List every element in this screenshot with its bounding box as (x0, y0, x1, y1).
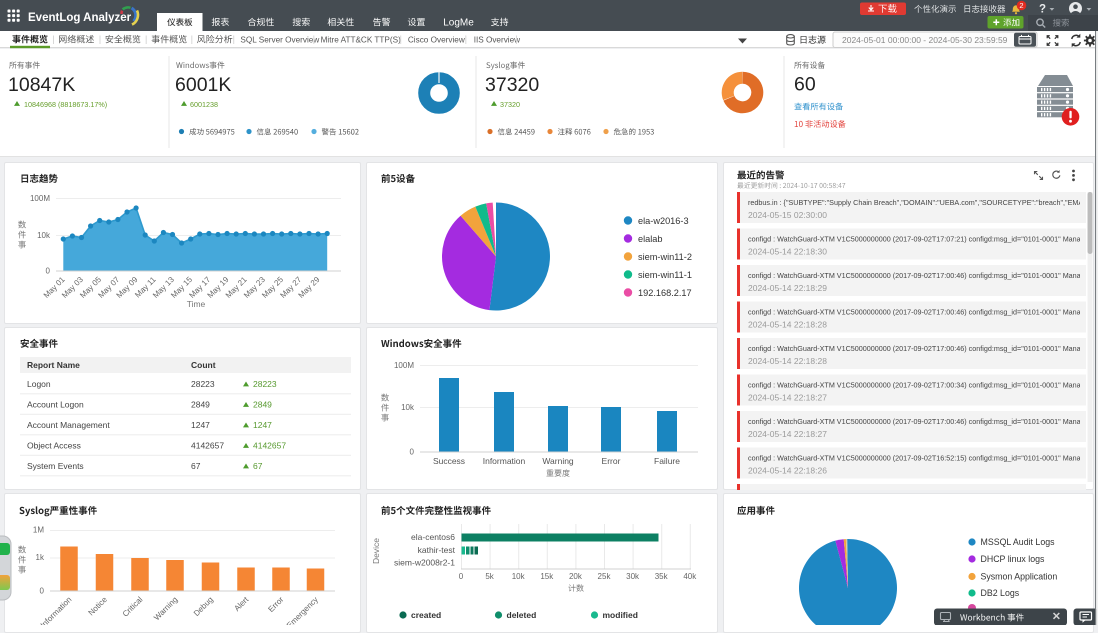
svg-text:2024-05-01 00:00:00 - 2024-05-: 2024-05-01 00:00:00 - 2024-05-30 23:59:5… (842, 35, 1008, 45)
svg-text:?: ? (1039, 4, 1046, 16)
svg-text:Error: Error (266, 595, 285, 614)
svg-text:0: 0 (410, 448, 415, 457)
svg-text:1247: 1247 (191, 420, 210, 430)
svg-text:100M: 100M (394, 361, 414, 370)
svg-text:SQL Server Overview: SQL Server Overview (240, 35, 319, 44)
svg-text:configd : WatchGuard-XTM V1C50: configd : WatchGuard-XTM V1C5000000000 (… (748, 271, 1091, 280)
svg-text:configd : WatchGuard-XTM V1C50: configd : WatchGuard-XTM V1C5000000000 (… (748, 490, 1091, 499)
svg-text:2: 2 (1019, 1, 1023, 10)
svg-text:1k: 1k (36, 553, 45, 562)
svg-text:Account Logon: Account Logon (27, 400, 84, 410)
svg-text:6001238: 6001238 (190, 100, 218, 109)
svg-text:35k: 35k (655, 572, 669, 581)
svg-text:37320: 37320 (500, 100, 520, 109)
svg-text:2024-05-15 02:30:00: 2024-05-15 02:30:00 (748, 210, 827, 220)
svg-text:siem-w2008r2-1: siem-w2008r2-1 (394, 558, 455, 568)
svg-text:192.168.2.17: 192.168.2.17 (638, 288, 692, 298)
svg-text:67: 67 (253, 461, 263, 471)
svg-text:IIS Overview: IIS Overview (474, 35, 520, 44)
svg-text:28223: 28223 (253, 379, 277, 389)
svg-text:Information: Information (39, 595, 74, 625)
svg-text:2849: 2849 (253, 400, 272, 410)
svg-text:10k: 10k (37, 231, 51, 240)
svg-text:siem-win11-2: siem-win11-2 (638, 252, 692, 262)
svg-text:May 29: May 29 (297, 275, 322, 300)
svg-text:4142657: 4142657 (253, 441, 286, 451)
svg-text:siem-win11-1: siem-win11-1 (638, 270, 692, 280)
svg-text:Device: Device (371, 538, 381, 564)
svg-text:2024-05-14 22:18:28: 2024-05-14 22:18:28 (748, 320, 827, 330)
svg-text:Report Name: Report Name (27, 360, 80, 370)
svg-text:Warning: Warning (542, 456, 574, 466)
svg-text:25k: 25k (598, 572, 612, 581)
svg-text:10846968 (8818673.17%): 10846968 (8818673.17%) (24, 100, 107, 109)
svg-text:configd : WatchGuard-XTM V1C50: configd : WatchGuard-XTM V1C5000000000 (… (748, 454, 1091, 463)
svg-text:configd : WatchGuard-XTM V1C50: configd : WatchGuard-XTM V1C5000000000 (… (748, 344, 1091, 353)
svg-text:2849: 2849 (191, 400, 210, 410)
svg-text:2024-05-14 22:18:26: 2024-05-14 22:18:26 (748, 466, 827, 476)
svg-text:4142657: 4142657 (191, 441, 224, 451)
svg-text:Logon: Logon (27, 379, 51, 389)
svg-text:Success: Success (433, 456, 465, 466)
svg-text:Critical: Critical (121, 595, 145, 619)
svg-text:Warning: Warning (152, 595, 179, 622)
svg-text:configd : WatchGuard-XTM V1C50: configd : WatchGuard-XTM V1C5000000000 (… (748, 235, 1091, 244)
svg-text:1247: 1247 (253, 420, 272, 430)
svg-text:LogMe: LogMe (443, 18, 474, 29)
svg-text:2024-05-14 22:18:30: 2024-05-14 22:18:30 (748, 247, 827, 257)
svg-text:ela-w2016-3: ela-w2016-3 (638, 216, 689, 226)
svg-text:28223: 28223 (191, 379, 215, 389)
svg-text:10k: 10k (401, 403, 415, 412)
svg-text:Account Management: Account Management (27, 420, 110, 430)
svg-text:Sysmon Application: Sysmon Application (981, 572, 1058, 582)
svg-text:Notice: Notice (87, 595, 110, 618)
svg-text:DHCP linux logs: DHCP linux logs (981, 554, 1045, 564)
svg-text:EventLog Analyzer: EventLog Analyzer (28, 12, 132, 24)
svg-text:60: 60 (794, 74, 816, 96)
svg-text:2024-05-14 22:18:29: 2024-05-14 22:18:29 (748, 283, 827, 293)
svg-text:configd : WatchGuard-XTM V1C50: configd : WatchGuard-XTM V1C5000000000 (… (748, 417, 1091, 426)
svg-text:0: 0 (40, 587, 45, 596)
svg-text:redbus.in : {"SUBTYPE":"Supply: redbus.in : {"SUBTYPE":"Supply Chain Bre… (748, 198, 1098, 207)
svg-text:configd : WatchGuard-XTM V1C50: configd : WatchGuard-XTM V1C5000000000 (… (748, 308, 1091, 317)
svg-text:Debug: Debug (192, 595, 215, 618)
svg-text:Information: Information (483, 456, 526, 466)
svg-text:DB2 Logs: DB2 Logs (981, 588, 1020, 598)
svg-text:Count: Count (191, 360, 216, 370)
svg-text:5k: 5k (485, 572, 494, 581)
svg-text:67: 67 (191, 461, 201, 471)
svg-text:MSSQL Audit Logs: MSSQL Audit Logs (981, 537, 1056, 547)
svg-text:Alert: Alert (232, 595, 251, 614)
svg-text:40k: 40k (683, 572, 697, 581)
svg-text:37320: 37320 (485, 74, 539, 96)
svg-text:6001K: 6001K (175, 74, 231, 96)
svg-text:deleted: deleted (507, 610, 537, 620)
svg-text:1M: 1M (33, 526, 44, 535)
svg-text:elalab: elalab (638, 234, 663, 244)
svg-text:10847K: 10847K (8, 74, 75, 96)
svg-text:15k: 15k (540, 572, 554, 581)
svg-text:kathir-test: kathir-test (418, 545, 456, 555)
svg-text:created: created (411, 610, 441, 620)
svg-text:2024-05-14 22:18:28: 2024-05-14 22:18:28 (748, 356, 827, 366)
svg-text:System Events: System Events (27, 461, 84, 471)
svg-text:20k: 20k (569, 572, 583, 581)
svg-text:2024-05-14 22:18:27: 2024-05-14 22:18:27 (748, 393, 827, 403)
svg-text:10k: 10k (512, 572, 526, 581)
svg-text:100M: 100M (30, 194, 50, 203)
svg-text:Error: Error (602, 456, 621, 466)
svg-text:Failure: Failure (654, 456, 680, 466)
svg-text:ela-centos6: ela-centos6 (411, 532, 455, 542)
svg-text:0: 0 (46, 267, 51, 276)
svg-text:30k: 30k (626, 572, 640, 581)
svg-text:Object Access: Object Access (27, 441, 81, 451)
svg-text:Time: Time (187, 299, 206, 309)
svg-text:Cisco Overview: Cisco Overview (408, 35, 465, 44)
svg-text:Mitre ATT&CK TTP(S): Mitre ATT&CK TTP(S) (321, 35, 401, 44)
svg-text:2024-05-14 22:18:27: 2024-05-14 22:18:27 (748, 429, 827, 439)
svg-text:0: 0 (459, 572, 464, 581)
svg-text:configd : WatchGuard-XTM V1C50: configd : WatchGuard-XTM V1C5000000000 (… (748, 381, 1091, 390)
svg-text:modified: modified (603, 610, 638, 620)
svg-text:Emergency: Emergency (285, 595, 320, 625)
